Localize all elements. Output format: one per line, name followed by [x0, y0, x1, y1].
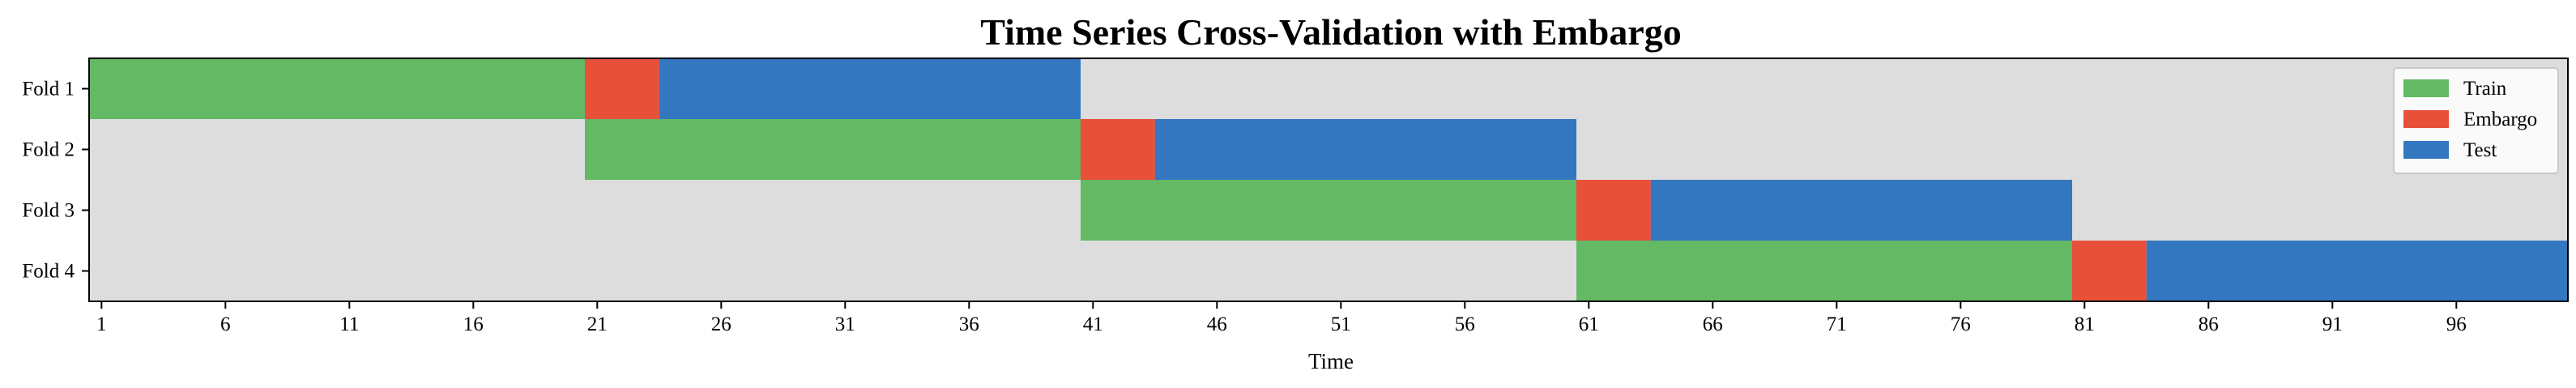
- x-tick-label: 26: [711, 313, 731, 335]
- legend-swatch-train: [2403, 79, 2449, 97]
- x-tick-label: 66: [1703, 313, 1723, 335]
- x-tick-label: 61: [1579, 313, 1599, 335]
- segment-test-fold-4: [2146, 241, 2568, 301]
- segment-embargo-fold-2: [1081, 119, 1155, 180]
- x-axis-label: Time: [1308, 349, 1354, 373]
- x-tick-label: 41: [1083, 313, 1103, 335]
- x-tick-label: 21: [587, 313, 608, 335]
- x-tick-label: 96: [2446, 313, 2467, 335]
- fold-label: Fold 3: [22, 200, 75, 222]
- legend-label-train: Train: [2463, 78, 2507, 100]
- x-tick-label: 46: [1207, 313, 1227, 335]
- x-tick-label: 51: [1331, 313, 1351, 335]
- segment-embargo-fold-1: [585, 58, 659, 119]
- y-axis: Fold 1 Fold 2 Fold 3 Fold 4: [22, 79, 89, 283]
- x-tick-label: 6: [220, 313, 231, 335]
- legend: Train Embargo Test: [2393, 67, 2559, 174]
- fold-label: Fold 4: [22, 261, 75, 283]
- segment-test-fold-3: [1650, 180, 2072, 241]
- fold-label: Fold 2: [22, 139, 75, 161]
- x-tick-label: 16: [463, 313, 484, 335]
- x-axis: 1 6 11 16 21 26 31 36 41 46 51 56 61 66 71 76 81 86 91 96: [96, 301, 2467, 335]
- segment-train-fold-4: [1576, 241, 2072, 301]
- chart-title: Time Series Cross-Validation with Embarg…: [980, 11, 1682, 53]
- x-tick-label: 31: [835, 313, 855, 335]
- plot-area: [88, 58, 2569, 302]
- x-tick-label: 76: [1951, 313, 1971, 335]
- segment-embargo-fold-4: [2072, 241, 2147, 301]
- x-tick-label: 86: [2199, 313, 2219, 335]
- segment-test-fold-1: [659, 58, 1081, 119]
- fold-label: Fold 1: [22, 79, 75, 100]
- segment-train-fold-1: [89, 58, 585, 119]
- x-tick-label: 91: [2322, 313, 2343, 335]
- segment-embargo-fold-3: [1576, 180, 1651, 241]
- segment-test-fold-2: [1154, 119, 1576, 180]
- plot-frame: [88, 58, 2569, 302]
- segment-train-fold-3: [1081, 180, 1576, 241]
- x-tick-label: 36: [959, 313, 979, 335]
- x-tick-label: 71: [1827, 313, 1847, 335]
- x-tick-label: 81: [2075, 313, 2095, 335]
- legend-label-test: Test: [2463, 139, 2497, 161]
- x-tick-label: 11: [339, 313, 359, 335]
- x-tick-label: 56: [1455, 313, 1475, 335]
- x-tick-label: 1: [96, 313, 107, 335]
- legend-swatch-embargo: [2403, 110, 2449, 128]
- segment-train-fold-2: [585, 119, 1081, 180]
- legend-label-embargo: Embargo: [2463, 109, 2537, 130]
- legend-swatch-test: [2403, 141, 2449, 159]
